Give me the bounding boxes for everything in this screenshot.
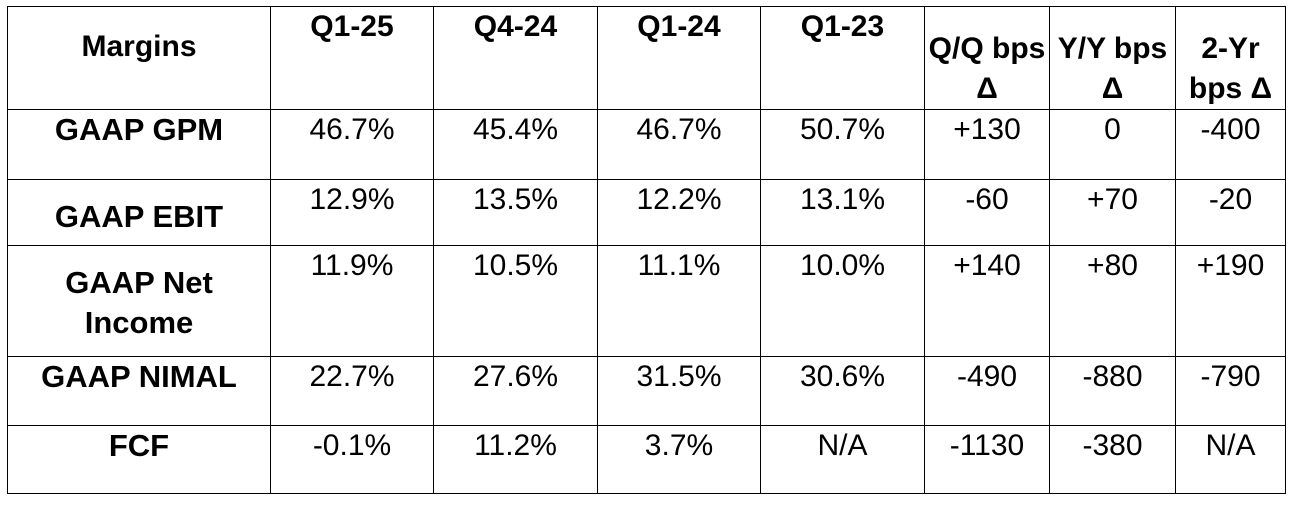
table-cell: 46.7%: [270, 109, 434, 180]
table-cell: N/A: [1175, 425, 1286, 494]
table-cell: 12.9%: [270, 179, 434, 246]
header-cell-q1-23: Q1-23: [760, 6, 925, 110]
table-cell: 50.7%: [760, 109, 925, 180]
header-cell-q1-25: Q1-25: [270, 6, 434, 110]
table-cell: 10.0%: [760, 245, 925, 357]
header-row: Margins Q1-25 Q4-24 Q1-24 Q1-23 Q/Q bps …: [7, 6, 1286, 110]
table-cell: 30.6%: [760, 356, 925, 426]
table-cell: +140: [924, 245, 1050, 357]
table-cell: -1130: [924, 425, 1050, 494]
table-cell: 27.6%: [433, 356, 598, 426]
table-row: GAAP GPM 46.7% 45.4% 46.7% 50.7% +130 0 …: [7, 109, 1286, 180]
header-cell-yy-bps: Y/Y bps Δ: [1049, 6, 1176, 110]
table-cell: 45.4%: [433, 109, 598, 180]
row-label: GAAP NIMAL: [7, 356, 271, 426]
table-cell: -0.1%: [270, 425, 434, 494]
table-cell: -60: [924, 179, 1050, 246]
table-cell: 10.5%: [433, 245, 598, 357]
table-cell: -880: [1049, 356, 1176, 426]
header-cell-q1-24: Q1-24: [597, 6, 761, 110]
table-cell: 11.1%: [597, 245, 761, 357]
table-cell: 31.5%: [597, 356, 761, 426]
table-row: GAAP NIMAL 22.7% 27.6% 31.5% 30.6% -490 …: [7, 356, 1286, 426]
table-cell: +70: [1049, 179, 1176, 246]
header-cell-q4-24: Q4-24: [433, 6, 598, 110]
table-cell: 11.2%: [433, 425, 598, 494]
header-cell-qq-bps: Q/Q bps Δ: [924, 6, 1050, 110]
table-cell: N/A: [760, 425, 925, 494]
table-row: GAAP Net Income 11.9% 10.5% 11.1% 10.0% …: [7, 245, 1286, 357]
table-cell: +190: [1175, 245, 1286, 357]
table-cell: +130: [924, 109, 1050, 180]
table-cell: -490: [924, 356, 1050, 426]
table-cell: -380: [1049, 425, 1176, 494]
row-label: GAAP Net Income: [7, 245, 271, 357]
table-cell: 12.2%: [597, 179, 761, 246]
table-cell: 46.7%: [597, 109, 761, 180]
table-cell: -790: [1175, 356, 1286, 426]
table-row: FCF -0.1% 11.2% 3.7% N/A -1130 -380 N/A: [7, 425, 1286, 494]
table-cell: +80: [1049, 245, 1176, 357]
table-cell: 3.7%: [597, 425, 761, 494]
row-label: FCF: [7, 425, 271, 494]
header-cell-margins: Margins: [7, 6, 271, 110]
table-row: GAAP EBIT 12.9% 13.5% 12.2% 13.1% -60 +7…: [7, 179, 1286, 246]
table-cell: 13.5%: [433, 179, 598, 246]
table-cell: 13.1%: [760, 179, 925, 246]
margins-table: Margins Q1-25 Q4-24 Q1-24 Q1-23 Q/Q bps …: [7, 6, 1286, 494]
row-label: GAAP GPM: [7, 109, 271, 180]
table-cell: 11.9%: [270, 245, 434, 357]
table-cell: -20: [1175, 179, 1286, 246]
header-cell-2yr-bps: 2-Yr bps Δ: [1175, 6, 1286, 110]
table-cell: -400: [1175, 109, 1286, 180]
table-cell: 0: [1049, 109, 1176, 180]
table-cell: 22.7%: [270, 356, 434, 426]
row-label: GAAP EBIT: [7, 179, 271, 246]
